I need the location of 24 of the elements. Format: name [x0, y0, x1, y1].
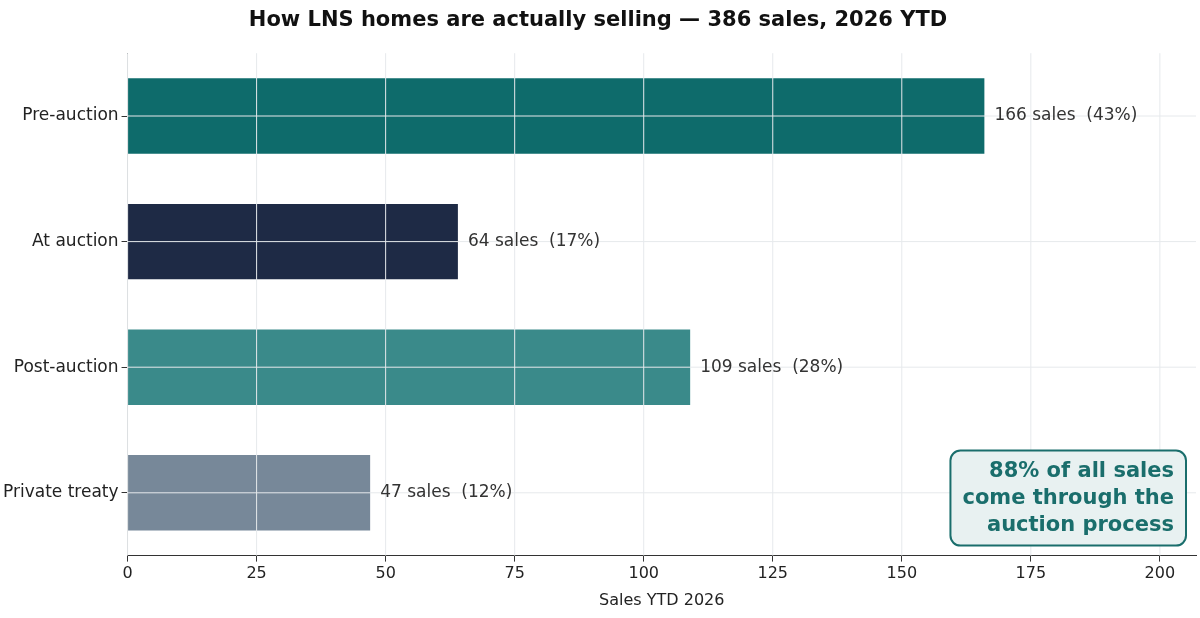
annotation: 88% of all sales come through the auction process [962, 457, 1174, 536]
bar [128, 203, 458, 280]
y-tick-label: Post-auction [13, 355, 119, 376]
x-tick-label: 125 [757, 563, 789, 583]
x-tick-label: 0 [122, 563, 133, 583]
data-label: 47 sales (12%) [380, 481, 513, 502]
data-label: 166 sales (43%) [994, 104, 1138, 125]
bar [128, 455, 371, 531]
x-tick-label: 75 [504, 563, 525, 583]
x-axis-title: Sales YTD 2026 [599, 589, 725, 609]
x-tick-label: 50 [375, 563, 396, 583]
x-tick-label: 175 [1015, 563, 1047, 583]
y-tick-label: Private treaty [2, 481, 119, 502]
chart-title: How LNS homes are actually selling — 386 sales, 2026 YTD [248, 7, 948, 32]
x-tick-label: 25 [246, 563, 267, 583]
bar [128, 78, 985, 154]
bar [128, 329, 691, 405]
x-tick-label: 100 [628, 563, 659, 583]
y-tick-label: Pre-auction [22, 104, 119, 125]
x-tick-label: 200 [1144, 563, 1176, 583]
data-label: 64 sales (17%) [467, 230, 601, 251]
y-tick-label: At auction [32, 230, 119, 251]
x-tick-label: 150 [886, 563, 918, 583]
data-label: 109 sales (28%) [700, 355, 844, 376]
